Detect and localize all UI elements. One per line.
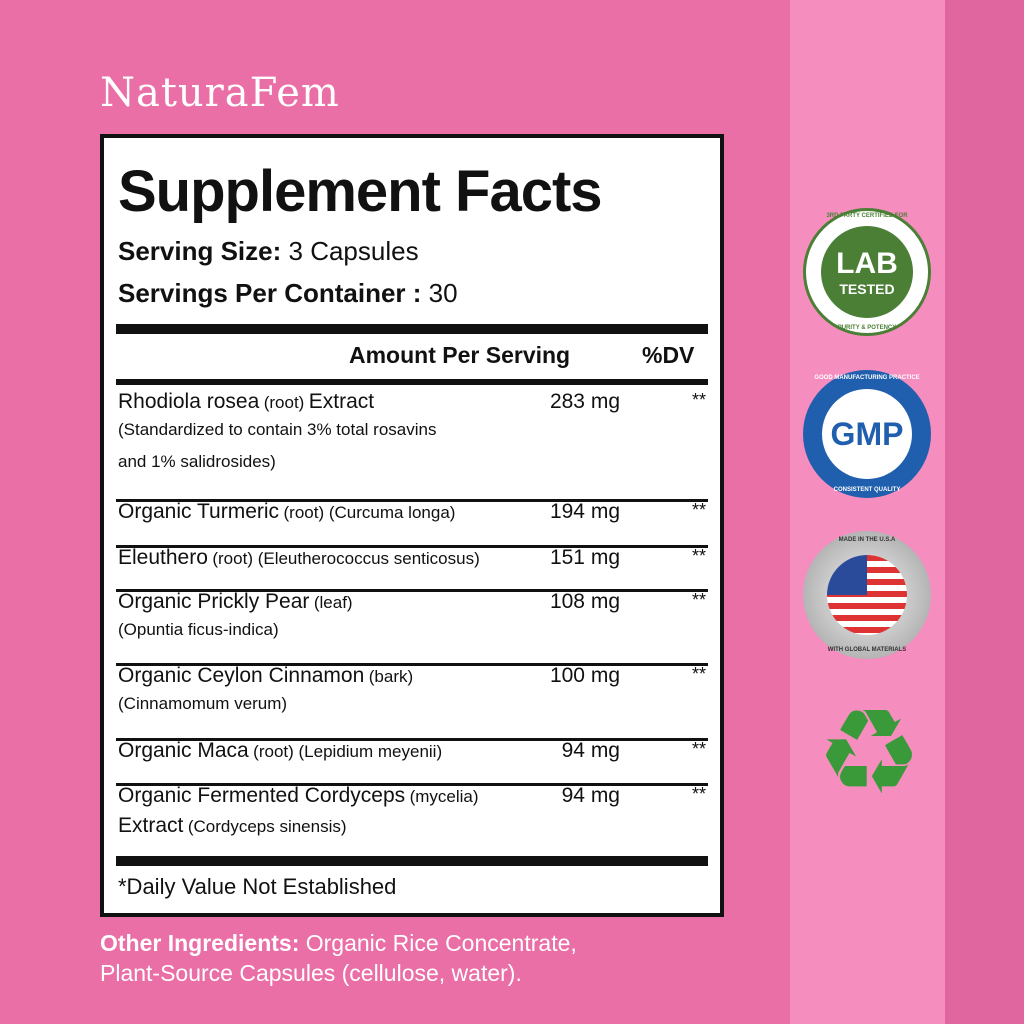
ingredient-amount: 283 mg [549, 390, 620, 413]
divider [116, 589, 708, 592]
ingredient-amount: 94 mg [561, 784, 620, 807]
ingredient-row: Organic Maca (root) (Lepidium meyenii) [118, 739, 443, 762]
other-ingredients: Other Ingredients: Organic Rice Concentr… [100, 930, 577, 986]
amount-header: Amount Per Serving [349, 342, 571, 368]
ingredient-dv: ** [691, 500, 706, 520]
ingredient-amount: 94 mg [561, 739, 620, 762]
ingredient-row: Rhodiola rosea (root) Extract [118, 390, 375, 413]
ingredient-dv: ** [691, 546, 706, 566]
lab-tested-badge: LAB TESTED 3RD PARTY CERTIFIED FOR PURITY… [803, 208, 931, 336]
brand-logo: NaturaFem [100, 70, 340, 116]
supplement-facts-panel: Supplement Facts Serving Size: 3 Capsule… [100, 134, 724, 917]
serving-size: Serving Size: 3 Capsules [118, 236, 419, 266]
ingredient-detail: (Cinnamomum verum) [118, 694, 288, 713]
ingredient-amount: 108 mg [549, 590, 620, 613]
ingredient-detail: (Standardized to contain 3% total rosavi… [118, 420, 437, 439]
footnote: *Daily Value Not Established [118, 874, 397, 899]
ingredient-amount: 100 mg [549, 664, 620, 687]
divider [116, 379, 708, 385]
divider [116, 499, 708, 502]
ingredient-row: Organic Prickly Pear (leaf) [118, 590, 353, 613]
panel-title: Supplement Facts [118, 159, 603, 224]
ingredient-dv: ** [691, 590, 706, 610]
ingredient-detail: (Opuntia ficus-indica) [118, 620, 279, 639]
right-strip [790, 0, 945, 1024]
ingredient-row: Organic Turmeric (root) (Curcuma longa) [118, 500, 456, 523]
divider [116, 856, 708, 866]
ingredient-dv: ** [691, 664, 706, 684]
dv-header: %DV [642, 342, 695, 368]
made-in-usa-badge: MADE IN THE U.S.A WITH GLOBAL MATERIALS [803, 531, 931, 659]
ingredient-extract: Extract (Cordyceps sinensis) [118, 814, 347, 837]
servings-per-container: Servings Per Container : 30 [118, 278, 458, 308]
us-flag-icon [827, 555, 907, 635]
ingredient-row: Eleuthero (root) (Eleutherococcus sentic… [118, 546, 480, 569]
ingredient-dv: ** [691, 784, 706, 804]
divider [116, 783, 708, 786]
ingredient-dv: ** [691, 739, 706, 759]
gmp-badge: GMP GOOD MANUFACTURING PRACTICE CONSISTE… [803, 370, 931, 498]
ingredient-amount: 151 mg [549, 546, 620, 569]
ingredient-amount: 194 mg [549, 500, 620, 523]
right-border [945, 0, 1024, 1024]
divider [116, 663, 708, 666]
ingredient-dv: ** [691, 390, 706, 410]
ingredient-detail: and 1% salidrosides) [118, 452, 276, 471]
divider [116, 738, 708, 741]
divider [116, 324, 708, 334]
recycle-icon: ♻ [816, 687, 922, 819]
ingredient-row: Organic Ceylon Cinnamon (bark) [118, 664, 414, 687]
ingredient-row: Organic Fermented Cordyceps (mycelia) [118, 784, 479, 807]
divider [116, 545, 708, 548]
